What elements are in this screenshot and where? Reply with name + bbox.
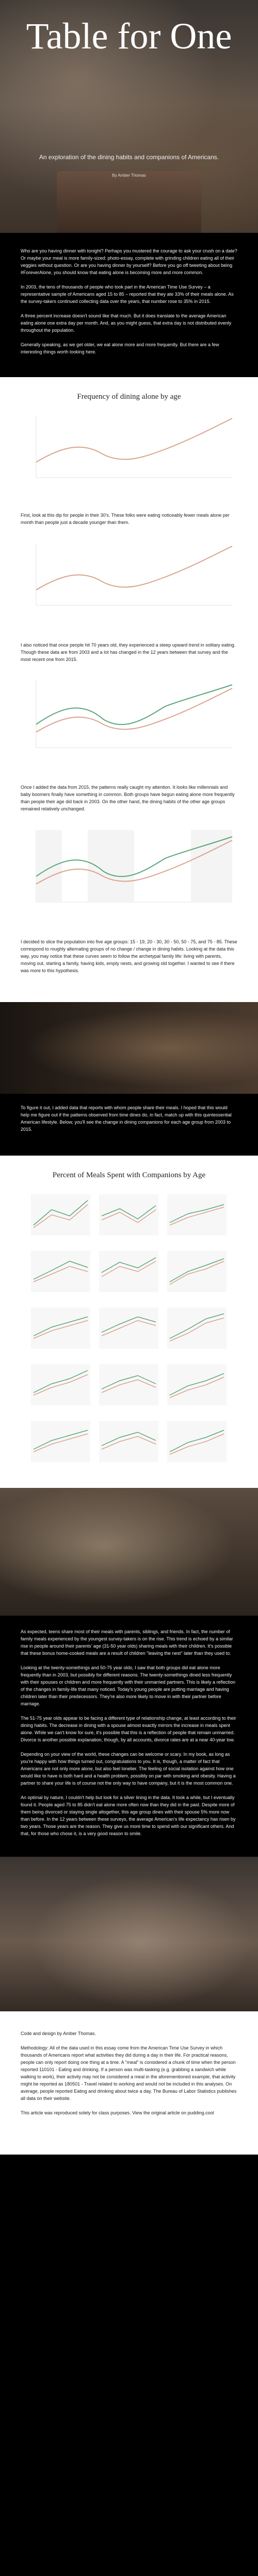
- panel-bg: [99, 1421, 158, 1462]
- intro-paragraph-4: Generally speaking, as we get older, we …: [21, 342, 219, 354]
- hero-section: Table for One An exploration of the dini…: [0, 0, 258, 233]
- panel-line-2003: [101, 1209, 156, 1223]
- transition-section: To figure it out, I added data that repo…: [0, 1094, 258, 1156]
- page-subtitle: An exploration of the dining habits and …: [39, 154, 219, 161]
- line-2003: [36, 688, 233, 733]
- panel-line-2003: [101, 1436, 156, 1450]
- intro-paragraph-3: A three percent increase doesn't sound l…: [21, 313, 232, 333]
- panel-line-2015: [33, 1430, 88, 1450]
- chart2-small-multiples: [31, 1194, 227, 1462]
- chart2-title: Percent of Meals Spent with Companions b…: [52, 1171, 206, 1179]
- panel-bg: [99, 1251, 158, 1292]
- panel-line-2003: [33, 1266, 88, 1282]
- panel-line-2015: [169, 1430, 224, 1452]
- section1-paragraph-4: I decided to slice the population into f…: [21, 939, 237, 973]
- photo-band-3: [0, 1857, 258, 2011]
- panel-line-2015: [101, 1316, 156, 1333]
- panel-line-2015: [169, 1258, 224, 1282]
- panel-line-2015: [33, 1261, 88, 1280]
- panel-bg: [99, 1308, 158, 1349]
- age-band-75-85: [191, 830, 232, 902]
- line-2003: [36, 546, 233, 590]
- panel-line-2015: [33, 1370, 88, 1393]
- section1-paragraph-1: First, look at this dip for people in th…: [21, 513, 230, 525]
- panel-bg: [31, 1251, 90, 1292]
- panel-line-2003: [101, 1379, 156, 1393]
- panel-bg: [167, 1364, 227, 1405]
- hero-photo-table: [57, 171, 201, 233]
- panel-line-2015: [33, 1200, 88, 1226]
- chart1-panel-2: [36, 544, 233, 606]
- panel-bg: [167, 1421, 227, 1462]
- photo-band-1: [0, 1002, 258, 1094]
- line-2003: [36, 418, 233, 463]
- age-band-30-50: [88, 830, 134, 902]
- panel-line-2015: [101, 1375, 156, 1389]
- section1-paragraph-2: I also noticed that once people hit 70 y…: [21, 642, 236, 662]
- panel-bg: [99, 1194, 158, 1235]
- chart1-panel-4: [36, 830, 233, 903]
- section2-paragraph-1: As expected, teens share most of their m…: [21, 1629, 233, 1656]
- panel-line-2003: [169, 1261, 224, 1285]
- panel-bg: [99, 1364, 158, 1405]
- credits-methodology: Methodology: All of the data used in thi…: [21, 2045, 237, 2101]
- intro-section: Who are you having dinner with tonight? …: [0, 233, 258, 377]
- panel-line-2015: [101, 1205, 156, 1219]
- panel-line-2015: [169, 1204, 224, 1223]
- panel-line-2003: [169, 1317, 224, 1342]
- panel-line-2003: [101, 1261, 156, 1277]
- panel-line-2015: [169, 1373, 224, 1396]
- page-title: Table for One: [26, 15, 232, 57]
- line-2015: [36, 836, 233, 877]
- chart2-row-5: [31, 1421, 227, 1462]
- chart2-section: Percent of Meals Spent with Companions b…: [0, 1156, 258, 1488]
- credits-section: Code and design by Amber Thomas. Methodo…: [0, 2011, 258, 2155]
- section2: As expected, teens share most of their m…: [0, 1616, 258, 1857]
- chart2-row-4: [31, 1364, 227, 1405]
- chart1-title: Frequency of dining alone by age: [77, 393, 181, 401]
- line-2015: [36, 684, 233, 725]
- chart1-section: Frequency of dining alone by age First, …: [0, 377, 258, 1002]
- panel-line-2003: [33, 1320, 88, 1339]
- panel-line-2003: [33, 1433, 88, 1452]
- panel-line-2003: [169, 1377, 224, 1398]
- section2-paragraph-2: Looking at the twenty-somethings and 50-…: [21, 1665, 236, 1706]
- chart1-panel-1: [36, 416, 233, 478]
- section1-paragraph-3: Once I added the data from 2015, the pat…: [21, 785, 235, 811]
- chart2-row-3: [31, 1308, 227, 1349]
- panel-line-2003: [33, 1374, 88, 1396]
- line-2003: [36, 840, 233, 885]
- page: Table for One An exploration of the dini…: [0, 0, 258, 2155]
- panel-line-2015: [169, 1313, 224, 1339]
- chart2-row-2: [31, 1251, 227, 1292]
- panel-line-2003: [33, 1204, 88, 1228]
- section2-paragraph-5: An optimal by nature, I couldn't help bu…: [21, 1795, 236, 1836]
- intro-paragraph-2: In 2003, the tens of thousands of people…: [21, 284, 234, 304]
- credits-reproduction-note: This article was reproduced solely for c…: [21, 2110, 214, 2115]
- panel-line-2015: [101, 1432, 156, 1446]
- credits-author: Code and design by Amber Thomas.: [21, 2031, 96, 2036]
- panel-line-2015: [33, 1316, 88, 1336]
- chart2-row-1: [31, 1194, 227, 1235]
- section2-paragraph-3: The 51-75 year olds appear to be facing …: [21, 1716, 236, 1742]
- panel-line-2003: [169, 1433, 224, 1455]
- panel-line-2015: [101, 1257, 156, 1273]
- panel-line-2003: [169, 1207, 224, 1226]
- panel-bg: [31, 1194, 90, 1235]
- section2-paragraph-4: Depending on your view of the world, the…: [21, 1752, 236, 1786]
- intro-paragraph-1: Who are you having dinner with tonight? …: [21, 248, 237, 275]
- transition-paragraph-1: To figure it out, I added data that repo…: [21, 1105, 232, 1132]
- photo-band-2: [0, 1488, 258, 1616]
- byline: By Amber Thomas: [112, 173, 146, 178]
- age-band-15-19: [36, 830, 62, 902]
- chart1-panel-3: [36, 681, 233, 748]
- panel-line-2003: [101, 1320, 156, 1336]
